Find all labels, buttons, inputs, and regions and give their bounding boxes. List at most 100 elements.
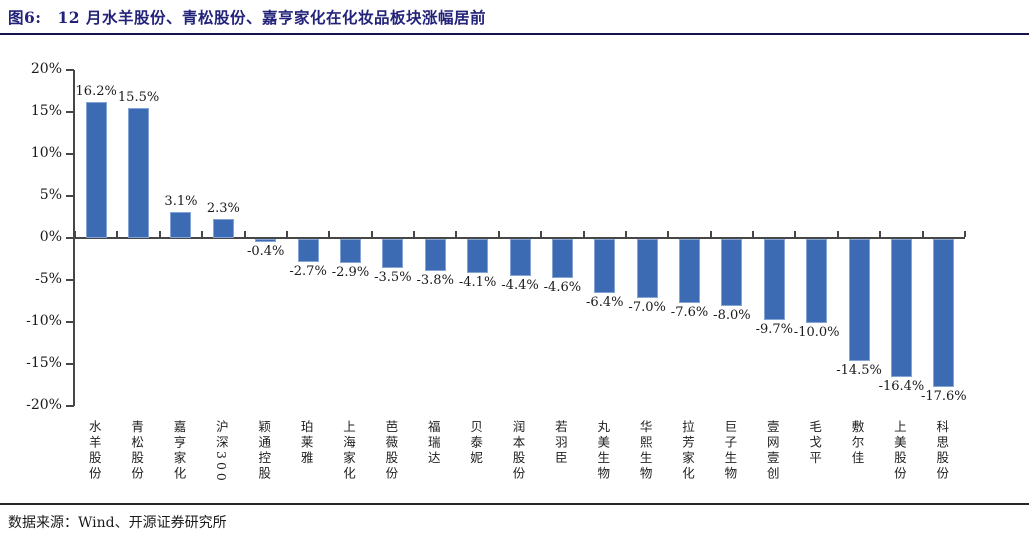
x-axis-line	[73, 237, 965, 239]
y-tick-label: 0%	[39, 229, 62, 245]
category-label: 珀莱雅	[298, 420, 314, 467]
y-tick-label: 5%	[39, 187, 62, 203]
bar-value-label: 3.1%	[164, 193, 198, 209]
bar-value-label: 16.2%	[75, 83, 117, 99]
y-tick-label: -15%	[26, 355, 62, 371]
y-axis-tick	[66, 279, 74, 281]
x-axis-tick	[752, 231, 755, 237]
category-label: 科思股份	[934, 420, 950, 482]
y-axis-tick	[66, 153, 74, 155]
category-label: 拉芳家化	[680, 420, 696, 482]
figure-title-text: 12 月水羊股份、青松股份、嘉亨家化在化妆品板块涨幅居前	[57, 8, 486, 27]
bar	[848, 239, 870, 361]
bar	[255, 239, 277, 243]
x-axis-tick	[413, 231, 416, 237]
category-label: 上美股份	[891, 420, 907, 482]
x-axis-tick	[709, 231, 712, 237]
y-axis-tick	[66, 195, 74, 197]
bar-value-label: -4.1%	[458, 275, 497, 291]
y-axis-tick	[66, 321, 74, 323]
x-axis-tick	[243, 231, 246, 237]
category-label: 芭薇股份	[383, 420, 399, 482]
bar-value-label: 15.5%	[117, 89, 160, 105]
x-axis-tick	[201, 231, 204, 237]
x-axis-tick	[879, 231, 882, 237]
bar	[890, 239, 912, 377]
y-tick-label: -5%	[35, 271, 62, 287]
bar	[721, 239, 743, 307]
bar	[679, 239, 701, 303]
bar-value-label: -14.5%	[836, 362, 882, 378]
title-divider	[0, 33, 1029, 35]
bar-value-label: -9.7%	[755, 322, 793, 338]
category-label: 青松股份	[129, 420, 145, 482]
x-axis-tick	[964, 231, 966, 237]
x-axis-tick	[370, 231, 373, 237]
bar	[424, 239, 446, 271]
bar	[933, 239, 955, 387]
footer-divider	[0, 503, 1029, 505]
category-label: 福瑞达	[425, 420, 441, 467]
x-axis-tick	[921, 231, 924, 237]
bar	[763, 239, 785, 321]
bar-value-label: -17.6%	[920, 388, 967, 404]
x-axis-tick	[540, 231, 543, 237]
x-axis-tick	[624, 231, 627, 237]
category-label: 上海家化	[340, 420, 356, 482]
x-axis-tick	[667, 231, 670, 237]
x-axis-tick	[794, 231, 797, 237]
bar	[297, 239, 319, 262]
y-tick-label: -10%	[26, 313, 62, 329]
bar	[636, 239, 658, 298]
bar	[509, 239, 531, 276]
bar-value-label: -4.4%	[501, 277, 539, 293]
category-label: 华熙生物	[637, 420, 653, 482]
y-axis-tick	[66, 237, 74, 239]
x-axis-tick	[836, 231, 839, 237]
bar-value-label: -3.8%	[416, 272, 454, 288]
bar-value-label: -2.7%	[289, 263, 327, 279]
category-label: 沪深300	[213, 420, 229, 484]
bar-value-label: -10.0%	[793, 325, 840, 340]
bar	[339, 239, 361, 264]
x-axis-tick	[158, 231, 161, 237]
bar	[382, 239, 404, 269]
bar-value-label: -8.0%	[713, 308, 751, 324]
category-label: 嘉亨家化	[171, 420, 187, 482]
category-label: 颖通控股	[256, 420, 272, 482]
x-axis-tick	[455, 231, 458, 237]
category-label: 敷尔佳	[849, 420, 865, 467]
bar-value-label: -3.5%	[374, 270, 412, 286]
x-axis-tick	[74, 231, 76, 237]
category-label: 毛戈平	[807, 420, 823, 467]
category-label: 巨子生物	[722, 420, 738, 482]
y-axis-tick	[66, 69, 74, 71]
bar	[594, 239, 616, 293]
y-tick-label: 10%	[30, 145, 62, 161]
category-label: 壹网壹创	[764, 420, 780, 482]
bar	[128, 107, 150, 238]
bar-value-label: -6.4%	[586, 294, 624, 310]
y-tick-label: -20%	[26, 397, 62, 413]
x-axis-tick	[116, 231, 119, 237]
bar-value-label: -0.4%	[246, 244, 285, 260]
x-axis-tick	[328, 231, 331, 237]
bar-value-label: -16.4%	[878, 378, 925, 394]
category-label: 水羊股份	[86, 420, 102, 482]
bar	[467, 239, 489, 274]
category-label: 丸美生物	[595, 420, 611, 482]
bar-value-label: -2.9%	[331, 265, 370, 281]
category-label: 若羽臣	[552, 420, 568, 467]
y-axis-tick	[66, 363, 74, 365]
y-axis-tick	[66, 405, 74, 407]
bar-value-label: 2.3%	[206, 200, 240, 216]
bar	[212, 218, 234, 238]
figure-label: 图6:	[8, 8, 42, 27]
bar	[170, 211, 192, 238]
category-label: 贝泰妮	[468, 420, 484, 467]
category-label: 润本股份	[510, 420, 526, 482]
bar	[551, 239, 573, 278]
x-axis-tick	[285, 231, 288, 237]
